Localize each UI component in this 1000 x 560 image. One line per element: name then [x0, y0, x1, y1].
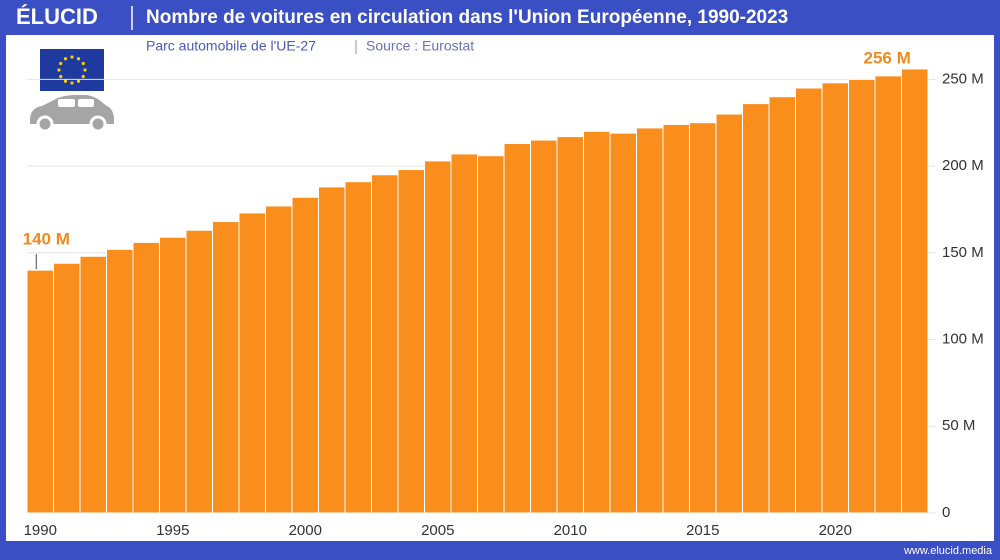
y-tick-label: 100 M: [942, 331, 984, 348]
x-tick-label: 2010: [554, 522, 587, 539]
bar: [424, 160, 452, 514]
bar: [397, 169, 425, 514]
bar: [636, 127, 664, 514]
y-tick-label: 250 M: [942, 70, 984, 87]
bar: [132, 241, 160, 514]
bar: [344, 181, 372, 514]
footer: www.elucid.media: [903, 545, 993, 557]
bar: [79, 255, 107, 514]
source: Source : Eurostat: [366, 38, 474, 54]
y-tick-label: 200 M: [942, 157, 984, 174]
y-tick-label: 0: [942, 504, 950, 521]
logo: ÉLUCID: [16, 4, 98, 29]
subtitle: Parc automobile de l'UE-27: [146, 38, 316, 54]
car-icon: [30, 95, 114, 133]
bar: [371, 174, 399, 514]
x-tick-label: 2020: [819, 522, 852, 539]
bar: [212, 221, 240, 514]
bar: [53, 262, 81, 514]
bar: [238, 212, 266, 514]
bar: [821, 82, 849, 514]
bar: [848, 78, 876, 514]
bar: [503, 143, 531, 514]
bar: [291, 196, 319, 514]
eu-flag: [40, 49, 104, 91]
bar: [185, 229, 213, 514]
bar: [609, 132, 637, 514]
chart-title: Nombre de voitures en circulation dans l…: [146, 7, 788, 28]
bar: [768, 96, 796, 514]
bar: [742, 103, 770, 514]
x-tick-label: 1995: [156, 522, 189, 539]
value-label: 256 M: [864, 48, 911, 67]
x-tick-label: 2005: [421, 522, 454, 539]
bar: [874, 75, 902, 514]
bar: [689, 122, 717, 514]
value-label: 140 M: [23, 230, 70, 249]
bar: [26, 269, 54, 514]
bar: [795, 87, 823, 514]
bar: [159, 236, 187, 514]
bar: [477, 155, 505, 514]
x-tick-label: 2000: [289, 522, 322, 539]
bar: [901, 68, 929, 514]
bar: [583, 130, 611, 514]
bar: [662, 123, 690, 514]
y-tick-label: 150 M: [942, 244, 984, 261]
bar: [450, 153, 478, 514]
x-tick-label: 2015: [686, 522, 719, 539]
bar: [106, 248, 134, 514]
y-tick-label: 50 M: [942, 417, 975, 434]
bar: [556, 136, 584, 514]
bar: [715, 113, 743, 514]
bar: [318, 186, 346, 514]
x-tick-label: 1990: [24, 522, 57, 539]
bar: [265, 205, 293, 514]
bar: [530, 139, 558, 514]
